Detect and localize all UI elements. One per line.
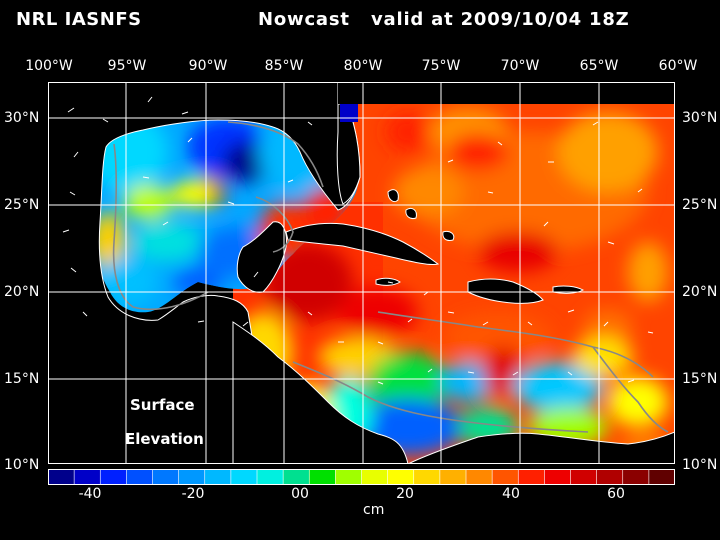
lat-label-25n-right: 25°N [682,197,718,213]
colorbar-swatch [517,469,546,485]
overlay-surface: Surface [130,396,195,414]
lat-label-10n-left: 10°N [4,457,40,473]
colorbar-swatch [570,469,598,485]
colorbar-tick-60: 60 [607,486,625,502]
lon-label-60w: 60°W [658,58,698,74]
colorbar-swatch [544,469,572,485]
lon-label-95w: 95°W [107,58,147,74]
lat-label-30n-right: 30°N [682,110,718,126]
colorbar-swatch [48,469,75,485]
graticule [48,82,675,464]
colorbar-swatch [648,469,675,485]
colorbar [48,469,675,485]
lon-label-85w: 85°W [264,58,304,74]
colorbar-swatch [622,469,650,485]
lat-label-10n-right: 10°N [682,457,718,473]
lon-label-90w: 90°W [188,58,228,74]
valid-time-title: Nowcast valid at 2009/10/04 18Z [258,9,630,30]
lon-label-80w: 80°W [343,58,383,74]
lat-label-20n-right: 20°N [682,284,718,300]
lat-label-20n-left: 20°N [4,284,40,300]
overlay-elevation: Elevation [125,430,204,448]
colorbar-tick-40: 40 [502,486,520,502]
lon-label-65w: 65°W [579,58,619,74]
map-border [48,82,675,464]
colorbar-swatch [335,469,363,485]
colorbar-tick-00: 00 [291,486,309,502]
colorbar-swatch [282,469,311,485]
lat-label-15n-right: 15°N [682,371,718,387]
colorbar-swatch [230,469,258,485]
colorbar-swatch [99,469,128,485]
colorbar-tick--20: -20 [181,486,205,502]
colorbar-swatch [152,469,180,485]
colorbar-swatch [387,469,415,485]
colorbar-swatch [413,469,441,485]
current-vectors [62,96,654,385]
colorbar-swatch [126,469,154,485]
colorbar-swatch [178,469,206,485]
colorbar-swatch [491,469,520,485]
colorbar-swatch [204,469,232,485]
colorbar-tick--40: -40 [78,486,102,502]
colorbar-swatch [439,469,467,485]
colorbar-swatch [73,469,102,485]
colorbar-swatch [596,469,624,485]
map-title: NRL IASNFS [16,9,142,30]
colorbar-tick-20: 20 [396,486,414,502]
lon-label-100w: 100°W [25,58,73,74]
lat-label-25n-left: 25°N [4,197,40,213]
colorbar-swatch [256,469,284,485]
colorbar-swatch [361,469,389,485]
lat-label-15n-left: 15°N [4,371,40,387]
lon-label-70w: 70°W [500,58,540,74]
colorbar-swatch [465,469,493,485]
colorbar-unit: cm [363,502,385,518]
sea-surface-elevation-map: Surface Elevation [48,82,675,464]
isobath-contours [112,121,669,433]
lat-label-30n-left: 30°N [4,110,40,126]
colorbar-swatch [308,469,337,485]
lon-label-75w: 75°W [421,58,461,74]
